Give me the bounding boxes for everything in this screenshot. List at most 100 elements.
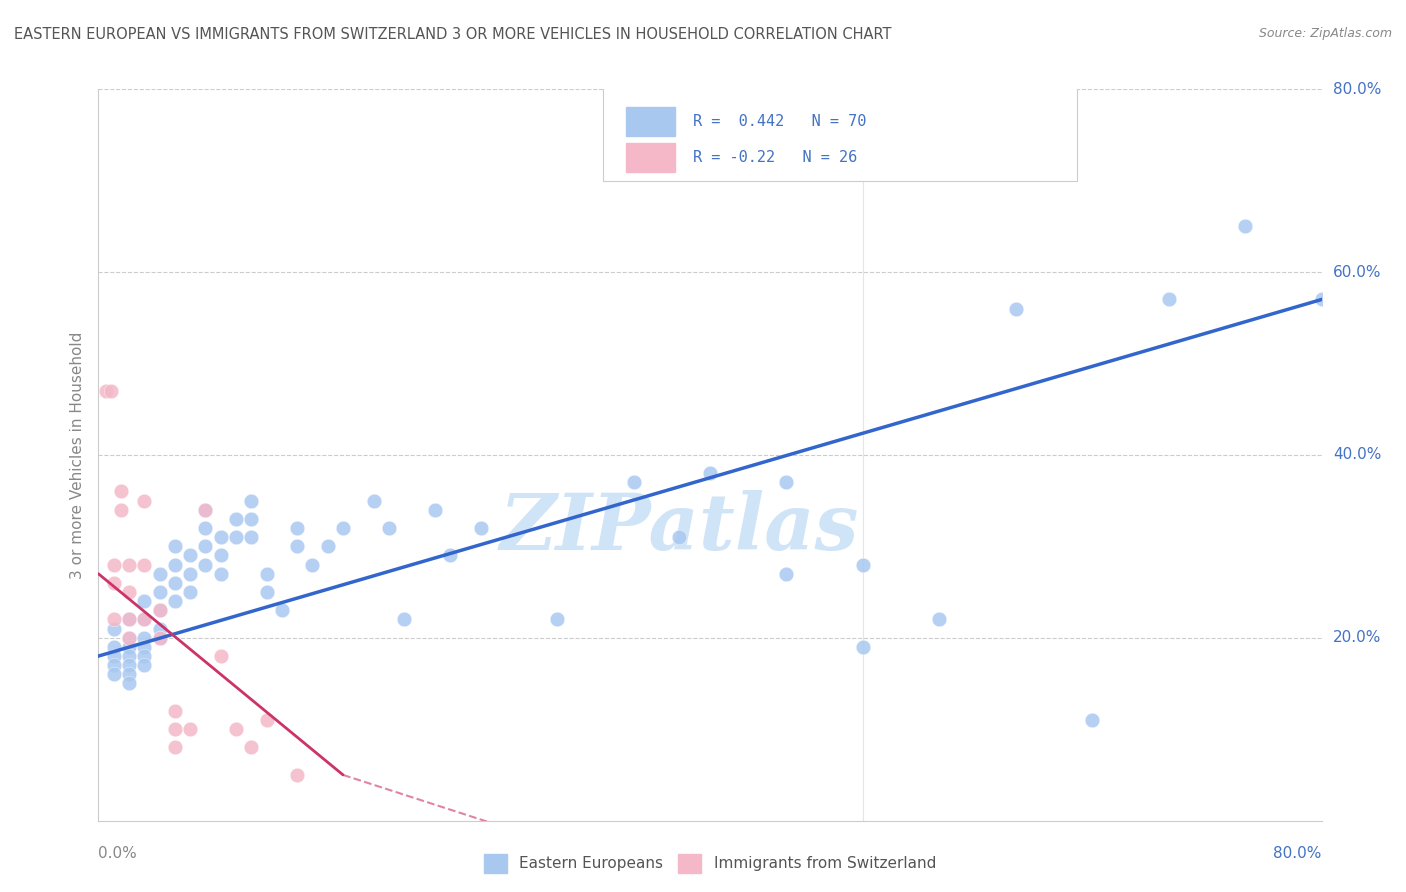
Point xyxy=(194,521,217,535)
Point xyxy=(163,594,186,608)
Y-axis label: 3 or more Vehicles in Household: 3 or more Vehicles in Household xyxy=(69,331,84,579)
Point xyxy=(623,475,645,490)
Point xyxy=(332,521,354,535)
Point xyxy=(110,503,132,517)
Point xyxy=(1004,301,1026,316)
Point xyxy=(110,484,132,499)
Point xyxy=(240,493,263,508)
Point xyxy=(134,631,156,645)
Text: 80.0%: 80.0% xyxy=(1274,846,1322,861)
Text: 40.0%: 40.0% xyxy=(1333,448,1381,462)
Point xyxy=(103,613,125,627)
Point xyxy=(134,613,156,627)
Point xyxy=(103,649,125,664)
Point xyxy=(163,723,186,737)
Point xyxy=(225,723,247,737)
Point xyxy=(1081,713,1104,727)
Point xyxy=(470,521,492,535)
Point xyxy=(240,512,263,526)
Text: 20.0%: 20.0% xyxy=(1333,631,1381,645)
FancyBboxPatch shape xyxy=(603,85,1077,181)
Point xyxy=(134,640,156,654)
Point xyxy=(194,503,217,517)
Point xyxy=(179,585,201,599)
Point xyxy=(149,603,172,617)
Point xyxy=(149,631,172,645)
Point xyxy=(103,658,125,673)
Point xyxy=(118,585,141,599)
Point xyxy=(392,613,416,627)
Point xyxy=(100,384,122,398)
Point xyxy=(775,475,797,490)
Point xyxy=(94,384,117,398)
Point xyxy=(363,493,385,508)
Point xyxy=(103,576,125,591)
Point xyxy=(225,512,247,526)
Point xyxy=(149,566,172,581)
Point xyxy=(301,558,323,572)
Bar xyxy=(626,143,675,172)
Point xyxy=(118,613,141,627)
Point xyxy=(163,740,186,755)
Point xyxy=(179,549,201,563)
Point xyxy=(1310,293,1333,307)
Point xyxy=(134,658,156,673)
Point xyxy=(285,521,308,535)
Point xyxy=(149,603,172,617)
Point xyxy=(194,558,217,572)
Point xyxy=(316,539,339,553)
Point xyxy=(149,631,172,645)
Point xyxy=(209,566,232,581)
Point xyxy=(118,558,141,572)
Point xyxy=(103,558,125,572)
Point xyxy=(103,667,125,681)
Point xyxy=(1234,219,1257,234)
Point xyxy=(378,521,401,535)
Point xyxy=(423,503,446,517)
Point xyxy=(256,585,278,599)
Point xyxy=(118,667,141,681)
Point xyxy=(134,649,156,664)
Point xyxy=(439,549,461,563)
Point xyxy=(118,631,141,645)
Point xyxy=(240,530,263,544)
Point xyxy=(546,613,568,627)
Text: Source: ZipAtlas.com: Source: ZipAtlas.com xyxy=(1258,27,1392,40)
Point xyxy=(163,558,186,572)
Point xyxy=(134,613,156,627)
Point xyxy=(134,493,156,508)
Point xyxy=(209,530,232,544)
Point xyxy=(194,539,217,553)
Point xyxy=(852,640,875,654)
Point xyxy=(134,594,156,608)
Text: ZIPatlas: ZIPatlas xyxy=(499,490,859,566)
Point xyxy=(240,740,263,755)
Point xyxy=(118,649,141,664)
Point xyxy=(118,613,141,627)
Point xyxy=(149,585,172,599)
Point xyxy=(163,704,186,718)
Point xyxy=(225,530,247,544)
Point xyxy=(699,466,721,480)
Legend: Eastern Europeans, Immigrants from Switzerland: Eastern Europeans, Immigrants from Switz… xyxy=(478,848,942,879)
Bar xyxy=(626,106,675,136)
Point xyxy=(209,549,232,563)
Point xyxy=(179,723,201,737)
Point xyxy=(256,713,278,727)
Point xyxy=(209,649,232,664)
Point xyxy=(163,576,186,591)
Point xyxy=(103,640,125,654)
Text: 80.0%: 80.0% xyxy=(1333,82,1381,96)
Point xyxy=(775,566,797,581)
Text: 0.0%: 0.0% xyxy=(98,846,138,861)
Text: R =  0.442   N = 70: R = 0.442 N = 70 xyxy=(693,113,866,128)
Point xyxy=(149,622,172,636)
Point xyxy=(103,622,125,636)
Point xyxy=(928,613,950,627)
Point xyxy=(668,530,690,544)
Point xyxy=(852,558,875,572)
Point xyxy=(1157,293,1180,307)
Point xyxy=(256,566,278,581)
Point xyxy=(118,631,141,645)
Point xyxy=(163,539,186,553)
